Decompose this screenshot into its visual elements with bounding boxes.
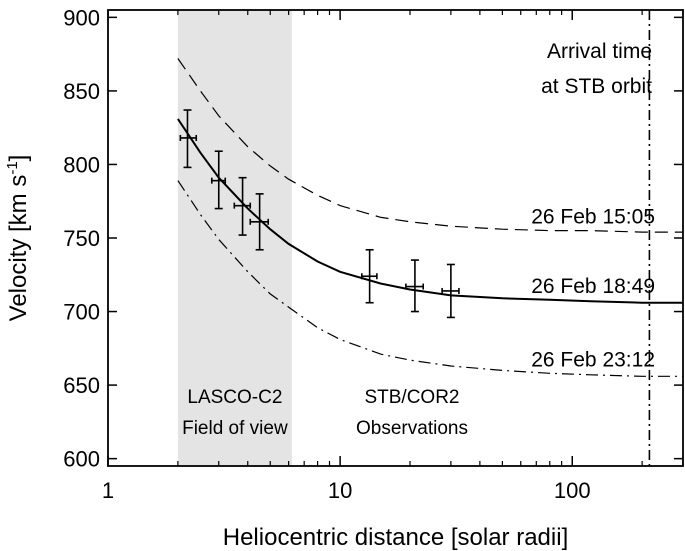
y-tick-label: 600 [63,447,100,472]
text-labels: 600 650 700 750 800 850 900 1 10 100 26 Feb 15:05 2… [4,5,655,551]
observation-point [233,176,252,236]
x-tick-label: 100 [554,478,591,503]
lasco-label: Field of view [182,418,288,439]
y-tick-label: 650 [63,373,100,398]
observation-point [405,259,425,313]
y-tick-label: 800 [63,152,100,177]
series-label: 26 Feb 23:12 [531,348,655,371]
observation-points [179,109,460,319]
x-tick-label: 10 [328,478,352,503]
arrival-label: at STB orbit [541,75,652,98]
y-axis-title-exp: -1 [4,161,21,174]
model-curves [177,58,683,377]
observation-point [210,150,227,210]
observation-point [361,248,378,304]
x-axis-title: Heliocentric distance [solar radii] [223,524,568,551]
series-line [177,118,683,304]
y-tick-label: 850 [63,79,100,104]
series-line [177,180,683,377]
x-tick-label: 1 [102,478,114,503]
arrival-label: Arrival time [547,40,652,63]
series-label: 26 Feb 18:49 [531,275,655,298]
observation-point [441,263,460,319]
y-tick-label: 900 [63,5,100,30]
y-tick-label: 700 [63,300,100,325]
series-label: 26 Feb 15:05 [531,206,655,229]
y-tick-label: 750 [63,226,100,251]
cor2-label: STB/COR2 [364,387,459,408]
y-axis-title: Velocity [km s-1] [4,155,32,322]
y-axis-title-main: Velocity [km s [5,175,32,322]
y-axis-title-tail: ] [5,155,32,162]
series-line [177,58,683,233]
lasco-label: LASCO-C2 [187,387,282,408]
observation-point [179,109,198,169]
cor2-label: Observations [356,418,468,439]
observation-point [249,193,270,251]
shaded-region [177,10,292,466]
axis-ticks [107,10,684,466]
